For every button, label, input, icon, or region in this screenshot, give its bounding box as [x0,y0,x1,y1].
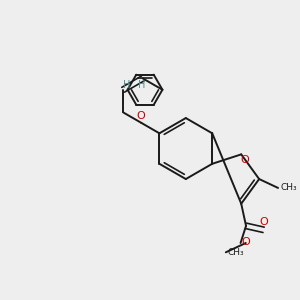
Text: H: H [138,80,145,90]
Text: O: O [259,217,268,227]
Text: CH₃: CH₃ [227,248,244,257]
Text: O: O [242,237,250,248]
Text: O: O [240,154,249,165]
Text: CH₃: CH₃ [280,183,297,192]
Text: H: H [123,80,130,89]
Text: O: O [136,110,145,121]
